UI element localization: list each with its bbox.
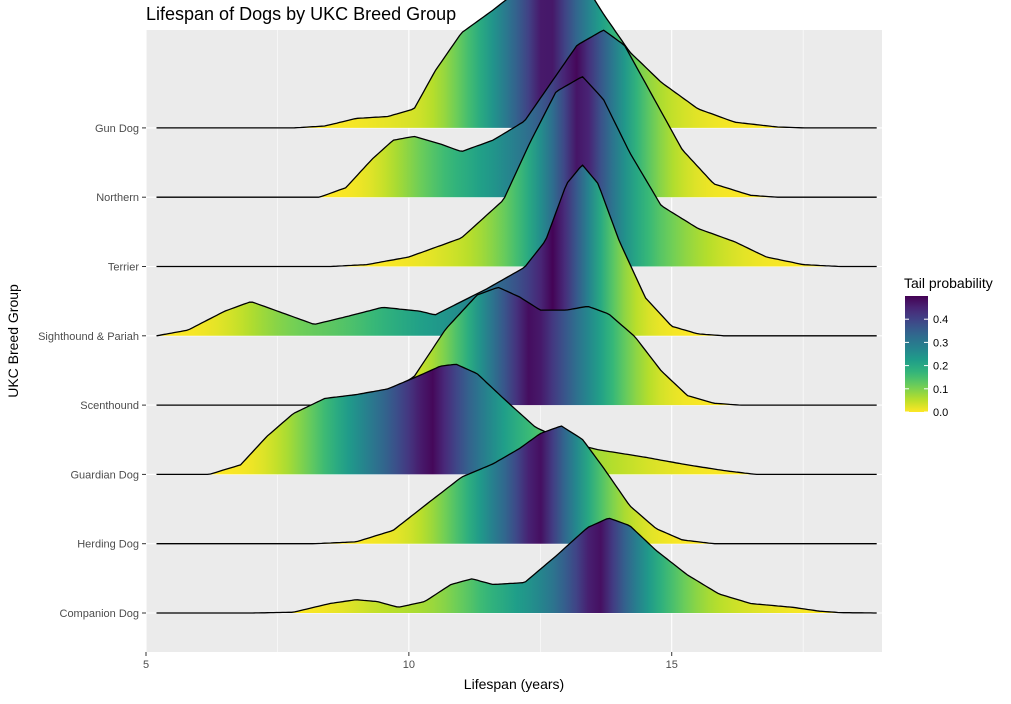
x-tick-label: 10 [403, 659, 415, 671]
legend-colorbar [905, 296, 928, 412]
ridge-fill-gun-dog [156, 0, 877, 128]
x-axis: 5 10 15 [143, 652, 678, 671]
chart-title: Lifespan of Dogs by UKC Breed Group [146, 4, 457, 24]
ridge-line-gun-dog [156, 0, 877, 129]
legend: Tail probability 0.0 0.1 0.2 0.3 0.4 [904, 275, 993, 419]
y-axis-title: UKC Breed Group [5, 284, 21, 398]
ridge-line-guardian-dog [156, 363, 877, 476]
y-tick-label: Gun Dog [95, 123, 139, 135]
y-axis: Companion Dog Herding Dog Guardian Dog Scen… [38, 123, 146, 620]
ridge-line-sighthound-pariah [156, 164, 877, 337]
ridge-fill-guardian-dog [156, 364, 877, 475]
y-tick-label: Companion Dog [60, 608, 140, 620]
ridge-line-terrier [156, 76, 877, 268]
legend-tick-label: 0.3 [933, 337, 948, 349]
ridge-fill-northern [156, 30, 877, 198]
y-tick-label: Guardian Dog [71, 469, 140, 481]
legend-title: Tail probability [904, 275, 993, 291]
legend-tick-label: 0.1 [933, 384, 948, 396]
ridge-fill-companion-dog [156, 518, 877, 613]
y-tick-label: Sighthound & Pariah [38, 331, 139, 343]
x-axis-title: Lifespan (years) [464, 676, 564, 692]
legend-tick-label: 0.2 [933, 361, 948, 373]
x-tick-label: 15 [666, 659, 678, 671]
x-tick-label: 5 [143, 659, 149, 671]
legend-tick-label: 0.4 [933, 314, 948, 326]
ridge-fill-herding-dog [156, 426, 877, 544]
ridge-line-herding-dog [156, 425, 877, 545]
ridge-line-companion-dog [156, 517, 877, 614]
y-tick-label: Scenthound [80, 400, 139, 412]
ridges [156, 0, 877, 614]
legend-tick-label: 0.0 [933, 407, 948, 419]
ridge-fill-scenthound [156, 287, 877, 406]
ridge-line-scenthound [156, 286, 877, 406]
y-tick-label: Herding Dog [77, 539, 139, 551]
y-tick-label: Terrier [108, 262, 140, 274]
y-tick-label: Northern [96, 192, 139, 204]
ridge-line-northern [156, 29, 877, 198]
